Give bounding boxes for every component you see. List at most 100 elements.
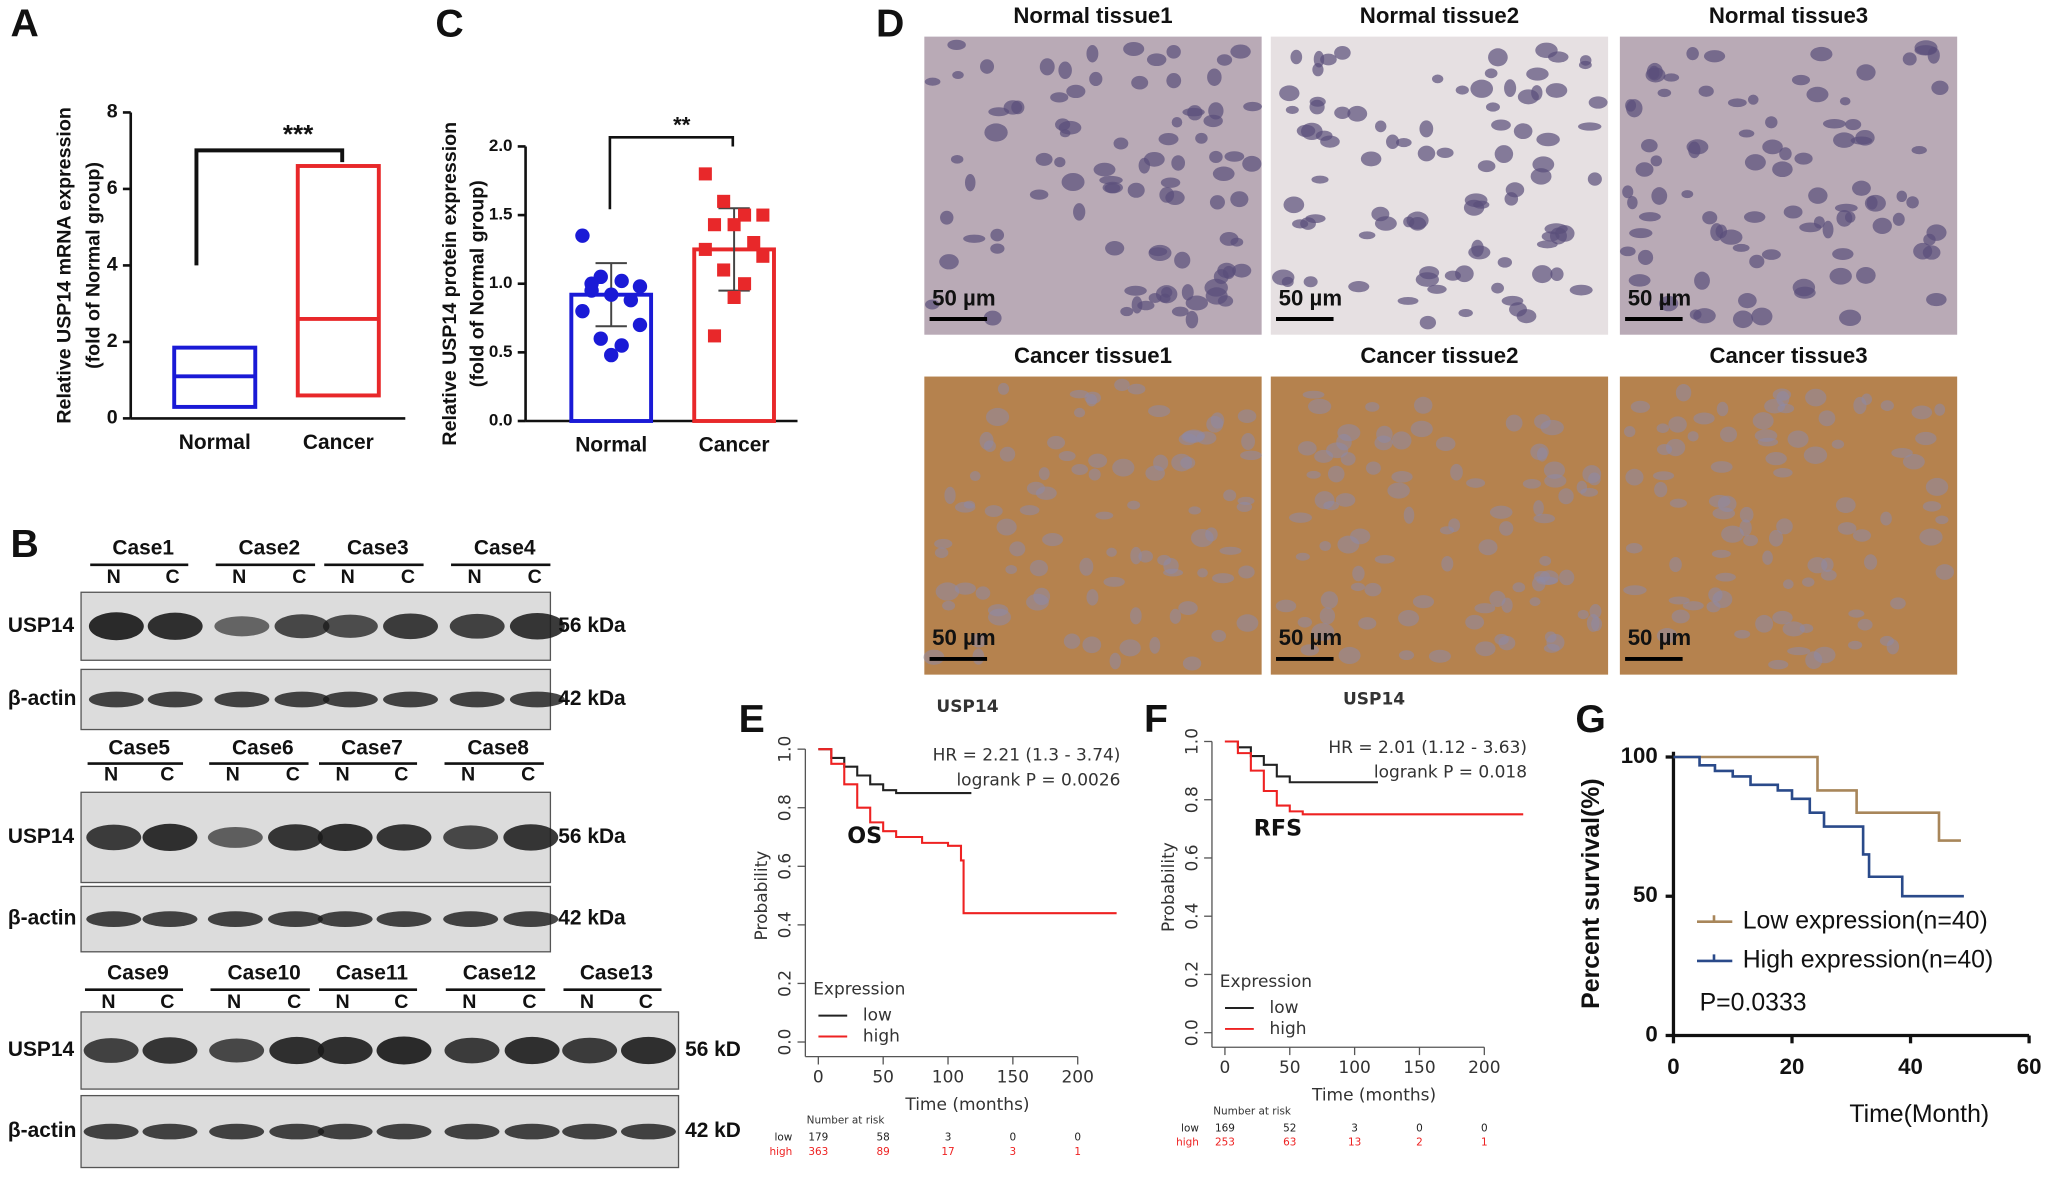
cell-nucleus [1915, 431, 1937, 446]
protein-label: β-actin [8, 907, 77, 930]
protein-band [88, 691, 144, 708]
cell-nucleus [1738, 292, 1757, 309]
cell-nucleus [1675, 384, 1692, 402]
cell-nucleus [1833, 132, 1856, 148]
cell-nucleus [1708, 494, 1731, 508]
cell-nucleus [954, 582, 976, 595]
cell-nucleus [1436, 147, 1454, 159]
risk-value: 3 [1351, 1122, 1358, 1134]
cell-nucleus [1337, 535, 1360, 554]
x-tick-label: 100 [932, 1068, 964, 1088]
cell-nucleus [1181, 284, 1194, 301]
cell-nucleus [1213, 269, 1229, 285]
protein-band [268, 911, 323, 927]
cell-nucleus [1216, 54, 1233, 66]
cell-nucleus [1295, 552, 1310, 561]
protein-band [142, 1037, 198, 1064]
case-label: Case4 [474, 537, 536, 560]
cell-nucleus [1668, 596, 1690, 605]
cell-nucleus [1739, 506, 1754, 523]
cell-nucleus [1272, 269, 1295, 286]
cell-nucleus [1403, 506, 1415, 524]
protein-band [322, 614, 378, 638]
cell-nucleus [1212, 166, 1235, 182]
protein-band [449, 691, 505, 708]
risk-row-name: low [774, 1132, 792, 1144]
cell-nucleus [1896, 190, 1908, 203]
cell-nucleus [1861, 393, 1873, 405]
tile-title: Cancer tissue3 [1709, 343, 1867, 368]
cell-nucleus [1668, 416, 1687, 433]
risk-value: 253 [1215, 1137, 1235, 1149]
cell-nucleus [1712, 507, 1736, 520]
cell-nucleus [1880, 400, 1894, 411]
cell-nucleus [1166, 45, 1181, 59]
cell-nucleus [1069, 389, 1089, 399]
cell-nucleus [1545, 83, 1568, 98]
risk-value: 3 [1010, 1146, 1017, 1158]
survival-curve [1224, 740, 1378, 784]
protein-band [317, 1123, 373, 1140]
survival-curve [818, 748, 972, 795]
hr-label: HR = 2.21 (1.3 - 3.74) [933, 745, 1121, 765]
pvalue-label: logrank P = 0.0026 [956, 770, 1120, 790]
cell-nucleus [1522, 478, 1542, 489]
cell-nucleus [1473, 200, 1490, 209]
cell-nucleus [1419, 315, 1437, 330]
cell-nucleus [1114, 378, 1130, 392]
cell-nucleus [1236, 501, 1253, 512]
chart-c: 0.0 0.5 1.0 1.5 2.0 Relative USP14 protein ex… [439, 113, 798, 456]
significance-label: ** [673, 113, 691, 138]
cell-nucleus [1540, 419, 1564, 436]
lane-label: N [461, 763, 475, 785]
cell-nucleus [1130, 546, 1142, 565]
x-tick-label: 0 [813, 1068, 824, 1088]
panel-label: A [10, 2, 38, 46]
x-tick-label: 150 [1403, 1058, 1435, 1078]
cell-nucleus [1169, 608, 1182, 624]
panel-label: E [739, 697, 765, 741]
cell-nucleus [1772, 610, 1793, 625]
cell-nucleus [1243, 101, 1262, 112]
cell-nucleus [1242, 155, 1262, 172]
data-point [727, 218, 741, 232]
data-point [707, 218, 722, 232]
x-tick-label: Normal [575, 433, 647, 456]
cell-nucleus [1935, 564, 1955, 580]
cell-nucleus [1627, 195, 1638, 210]
cell-nucleus [1205, 527, 1218, 542]
tissue-image [1619, 36, 1958, 335]
y-tick-label: 0.5 [489, 342, 513, 361]
cell-nucleus [1300, 644, 1319, 656]
cell-nucleus [1765, 116, 1778, 129]
protein-band [621, 1036, 676, 1065]
cell-nucleus [1491, 282, 1504, 294]
cell-nucleus [1630, 400, 1651, 413]
cell-nucleus [1238, 565, 1255, 579]
cell-nucleus [1365, 401, 1380, 412]
protein-band [503, 911, 559, 927]
cell-nucleus [1039, 58, 1055, 76]
protein-band [443, 825, 499, 850]
cell-nucleus [1055, 118, 1071, 131]
cell-nucleus [1146, 53, 1167, 67]
scale-label: 50 µm [1279, 625, 1342, 650]
cell-nucleus [990, 243, 1005, 254]
survival-curve [818, 748, 1117, 915]
protein-band [562, 1123, 618, 1140]
legend-label: Low expression(n=40) [1743, 907, 1988, 934]
risk-value: 89 [877, 1146, 890, 1158]
lane-label: N [104, 763, 118, 785]
protein-band [207, 911, 263, 927]
legend-label: low [863, 1006, 892, 1026]
lane-label: C [528, 566, 542, 588]
cell-nucleus [1358, 617, 1377, 630]
western-blot: Case1 Case2 Case3 Case4 N C N C N C N C USP14 56 kDa β… [8, 537, 741, 1169]
cell-nucleus [1650, 155, 1663, 167]
protein-band [86, 911, 142, 927]
cell-nucleus [1124, 285, 1147, 296]
cell-nucleus [1922, 501, 1942, 512]
y-tick-label: 0.4 [1182, 903, 1202, 930]
case-label: Case3 [347, 537, 409, 560]
